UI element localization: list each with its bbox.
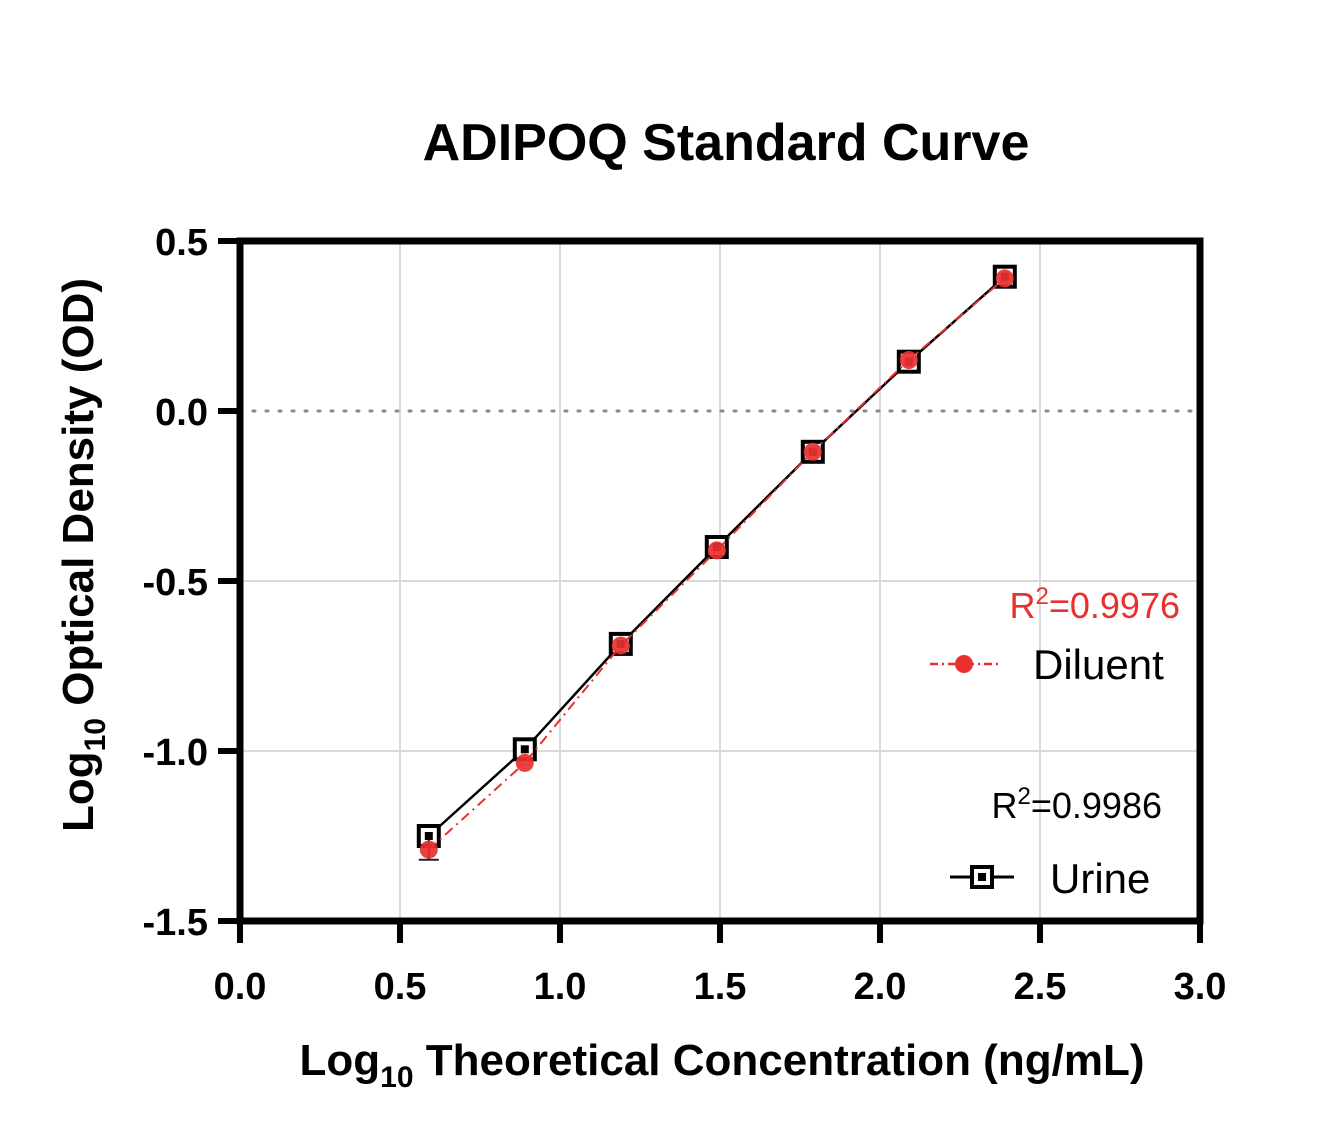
y-tick-label-0: -1.5: [143, 902, 208, 944]
series-diluent: [418, 269, 1014, 861]
y-axis-title: Log10 Optical Density (OD): [54, 278, 112, 832]
point-diluent-6: [995, 269, 1014, 288]
x-tick-label-2: 1.0: [534, 966, 587, 1008]
y-tick-label-3: 0.0: [155, 392, 208, 434]
r2-diluent-superscript: 2: [1036, 583, 1049, 610]
x-tick-label-3: 1.5: [694, 966, 747, 1008]
point-diluent-0: [419, 840, 438, 859]
point-diluent-3: [707, 541, 726, 560]
y-tick-label-4: 0.5: [155, 222, 208, 264]
data-series: [416, 264, 1017, 861]
x-tick-label-4: 2.0: [854, 966, 907, 1008]
legend-swatch-urine: [950, 865, 1014, 889]
point-diluent-5: [899, 351, 918, 369]
legend: R2=0.9976 Diluent R2=0.9986 Urine: [930, 583, 1180, 902]
legend-marker-diluent: [955, 655, 973, 673]
point-diluent-2: [611, 636, 630, 655]
r2-urine-value: =0.9986: [1031, 785, 1162, 826]
x-tick-label-6: 3.0: [1174, 966, 1227, 1008]
legend-swatch-diluent: [930, 655, 998, 673]
legend-label-urine: Urine: [1050, 855, 1150, 902]
grid-lines: [240, 241, 1200, 921]
x-axis-title-base: Log: [300, 1036, 381, 1085]
y-axis-title-subscript: 10: [79, 718, 112, 751]
y-axis-title-rest: Optical Density (OD): [54, 278, 103, 718]
r2-urine: R2=0.9986: [992, 783, 1163, 826]
x-axis-title: Log10 Theoretical Concentration (ng/mL): [300, 1036, 1145, 1094]
r2-urine-prefix: R: [992, 785, 1018, 826]
x-axis-title-rest: Theoretical Concentration (ng/mL): [414, 1036, 1145, 1085]
y-axis-title-base: Log: [54, 751, 103, 832]
legend-label-diluent: Diluent: [1033, 641, 1164, 688]
r2-urine-superscript: 2: [1018, 783, 1031, 810]
y-tick-label-1: -1.0: [143, 732, 208, 774]
axis-ticks: 0.0 0.5 1.0 1.5 2.0 2.5 3.0 -1.5 -1.0 -0.5 0.0 0.5: [143, 222, 1227, 1008]
r2-diluent: R2=0.9976: [1010, 583, 1181, 626]
y-tick-label-2: -0.5: [143, 562, 208, 604]
point-core-urine-0: [424, 832, 433, 840]
x-axis-title-subscript: 10: [380, 1061, 413, 1094]
x-tick-label-5: 2.5: [1014, 966, 1067, 1008]
point-core-urine-1: [520, 745, 529, 754]
x-tick-label-1: 0.5: [374, 966, 427, 1008]
r2-diluent-prefix: R: [1010, 585, 1036, 626]
chart-title: ADIPOQ Standard Curve: [423, 114, 1030, 172]
x-tick-label-0: 0.0: [214, 966, 267, 1008]
legend-marker-core-urine: [978, 873, 986, 881]
point-diluent-1: [515, 753, 534, 772]
r2-diluent-value: =0.9976: [1049, 585, 1180, 626]
point-diluent-4: [803, 442, 822, 461]
